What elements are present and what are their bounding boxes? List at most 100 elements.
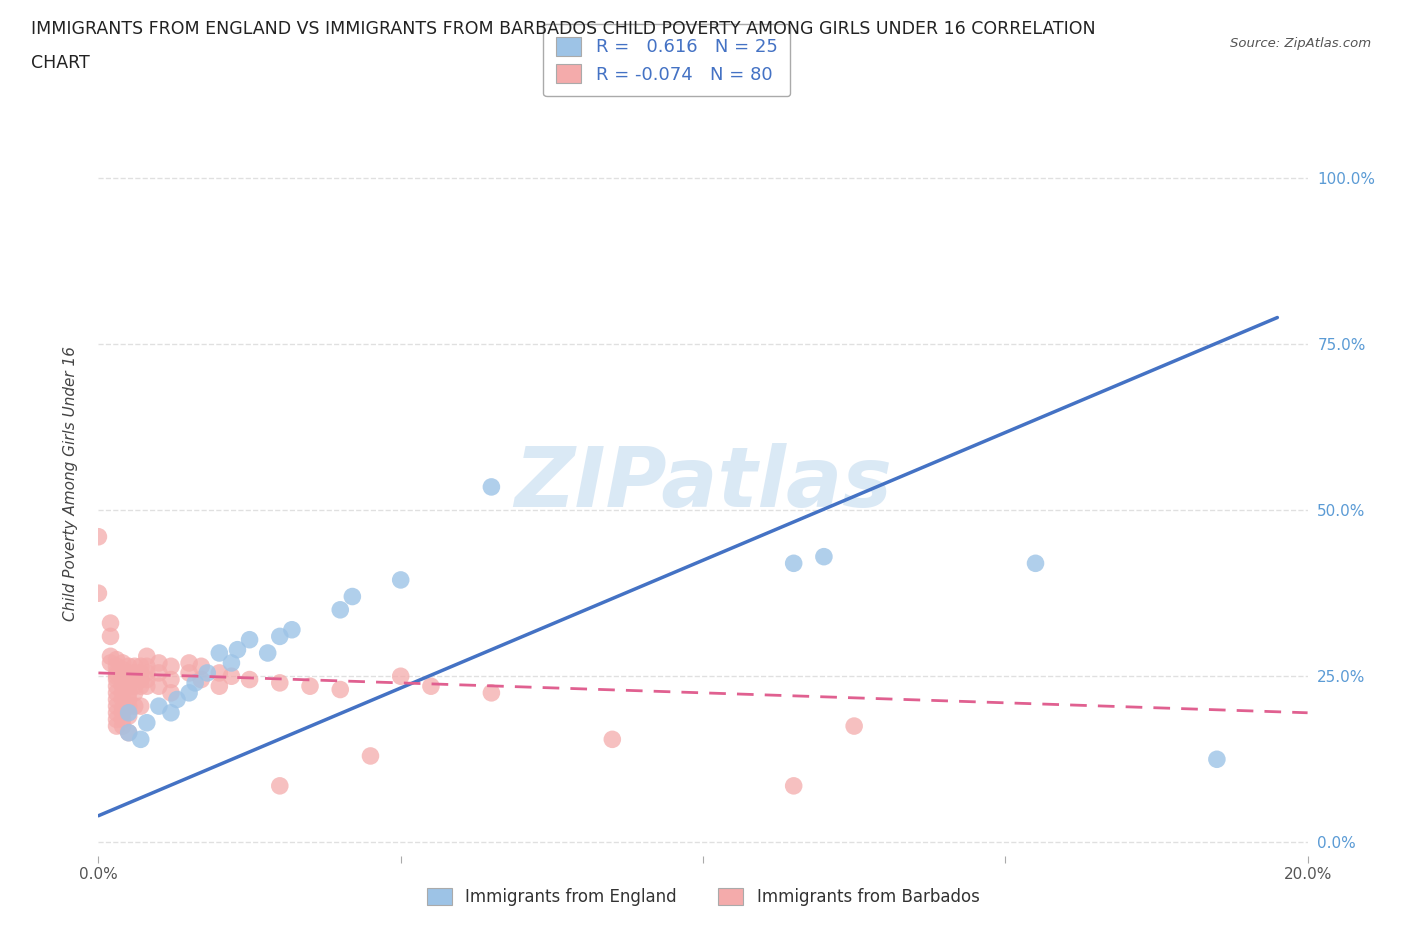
Point: [100, 616, 122, 631]
Point: [124, 698, 146, 713]
Point: [148, 679, 170, 694]
Point: [208, 666, 231, 681]
Point: [111, 679, 134, 694]
Point: [118, 725, 141, 740]
Point: [111, 692, 134, 707]
Text: CHART: CHART: [31, 54, 90, 72]
Point: [195, 666, 218, 681]
Point: [179, 656, 201, 671]
Point: [148, 698, 170, 713]
Point: [160, 658, 183, 673]
Point: [135, 679, 157, 694]
Point: [111, 666, 134, 681]
Point: [105, 719, 128, 734]
Point: [389, 573, 412, 588]
Point: [129, 698, 152, 713]
Text: IMMIGRANTS FROM ENGLAND VS IMMIGRANTS FROM BARBADOS CHILD POVERTY AMONG GIRLS UN: IMMIGRANTS FROM ENGLAND VS IMMIGRANTS FR…: [31, 20, 1095, 38]
Point: [105, 658, 128, 673]
Point: [342, 589, 364, 604]
Legend: R =   0.616   N = 25, R = -0.074   N = 80: R = 0.616 N = 25, R = -0.074 N = 80: [543, 24, 790, 96]
Point: [208, 679, 231, 694]
Point: [105, 679, 128, 694]
Text: Source: ZipAtlas.com: Source: ZipAtlas.com: [1230, 37, 1371, 50]
Text: ZIPatlas: ZIPatlas: [515, 443, 891, 525]
Point: [269, 675, 291, 690]
Point: [118, 709, 141, 724]
Point: [190, 658, 212, 673]
Point: [118, 705, 141, 720]
Point: [118, 725, 141, 740]
Point: [329, 682, 352, 697]
Point: [269, 778, 291, 793]
Point: [118, 672, 141, 687]
Point: [105, 669, 128, 684]
Legend: Immigrants from England, Immigrants from Barbados: Immigrants from England, Immigrants from…: [420, 881, 986, 912]
Point: [135, 649, 157, 664]
Point: [481, 685, 503, 700]
Point: [226, 643, 249, 658]
Point: [111, 685, 134, 700]
Point: [118, 698, 141, 713]
Point: [111, 702, 134, 717]
Point: [118, 658, 141, 673]
Point: [111, 719, 134, 734]
Point: [118, 679, 141, 694]
Point: [256, 645, 278, 660]
Point: [1206, 751, 1229, 766]
Point: [269, 629, 291, 644]
Point: [1024, 556, 1046, 571]
Point: [239, 672, 262, 687]
Point: [179, 666, 201, 681]
Point: [184, 675, 207, 690]
Point: [420, 679, 443, 694]
Point: [111, 705, 134, 720]
Point: [111, 662, 134, 677]
Point: [129, 666, 152, 681]
Point: [783, 556, 806, 571]
Point: [160, 685, 183, 700]
Point: [118, 666, 141, 681]
Point: [105, 685, 128, 700]
Point: [135, 658, 157, 673]
Point: [481, 480, 503, 495]
Point: [389, 669, 412, 684]
Point: [124, 666, 146, 681]
Point: [105, 705, 128, 720]
Point: [111, 656, 134, 671]
Point: [135, 666, 157, 681]
Point: [602, 732, 624, 747]
Point: [105, 652, 128, 667]
Point: [118, 692, 141, 707]
Point: [148, 656, 170, 671]
Point: [105, 712, 128, 727]
Point: [111, 712, 134, 727]
Point: [124, 658, 146, 673]
Point: [135, 672, 157, 687]
Point: [160, 672, 183, 687]
Point: [100, 649, 122, 664]
Point: [129, 732, 152, 747]
Point: [299, 679, 322, 694]
Point: [190, 672, 212, 687]
Point: [129, 679, 152, 694]
Point: [208, 645, 231, 660]
Point: [221, 669, 243, 684]
Point: [239, 632, 262, 647]
Point: [100, 629, 122, 644]
Point: [179, 685, 201, 700]
Point: [87, 529, 110, 544]
Point: [87, 586, 110, 601]
Point: [813, 550, 835, 565]
Point: [160, 705, 183, 720]
Point: [105, 666, 128, 681]
Point: [105, 698, 128, 713]
Point: [148, 666, 170, 681]
Point: [124, 679, 146, 694]
Point: [360, 749, 382, 764]
Point: [166, 692, 188, 707]
Point: [118, 685, 141, 700]
Point: [124, 685, 146, 700]
Point: [111, 672, 134, 687]
Point: [783, 778, 806, 793]
Y-axis label: Child Poverty Among Girls Under 16: Child Poverty Among Girls Under 16: [63, 346, 77, 621]
